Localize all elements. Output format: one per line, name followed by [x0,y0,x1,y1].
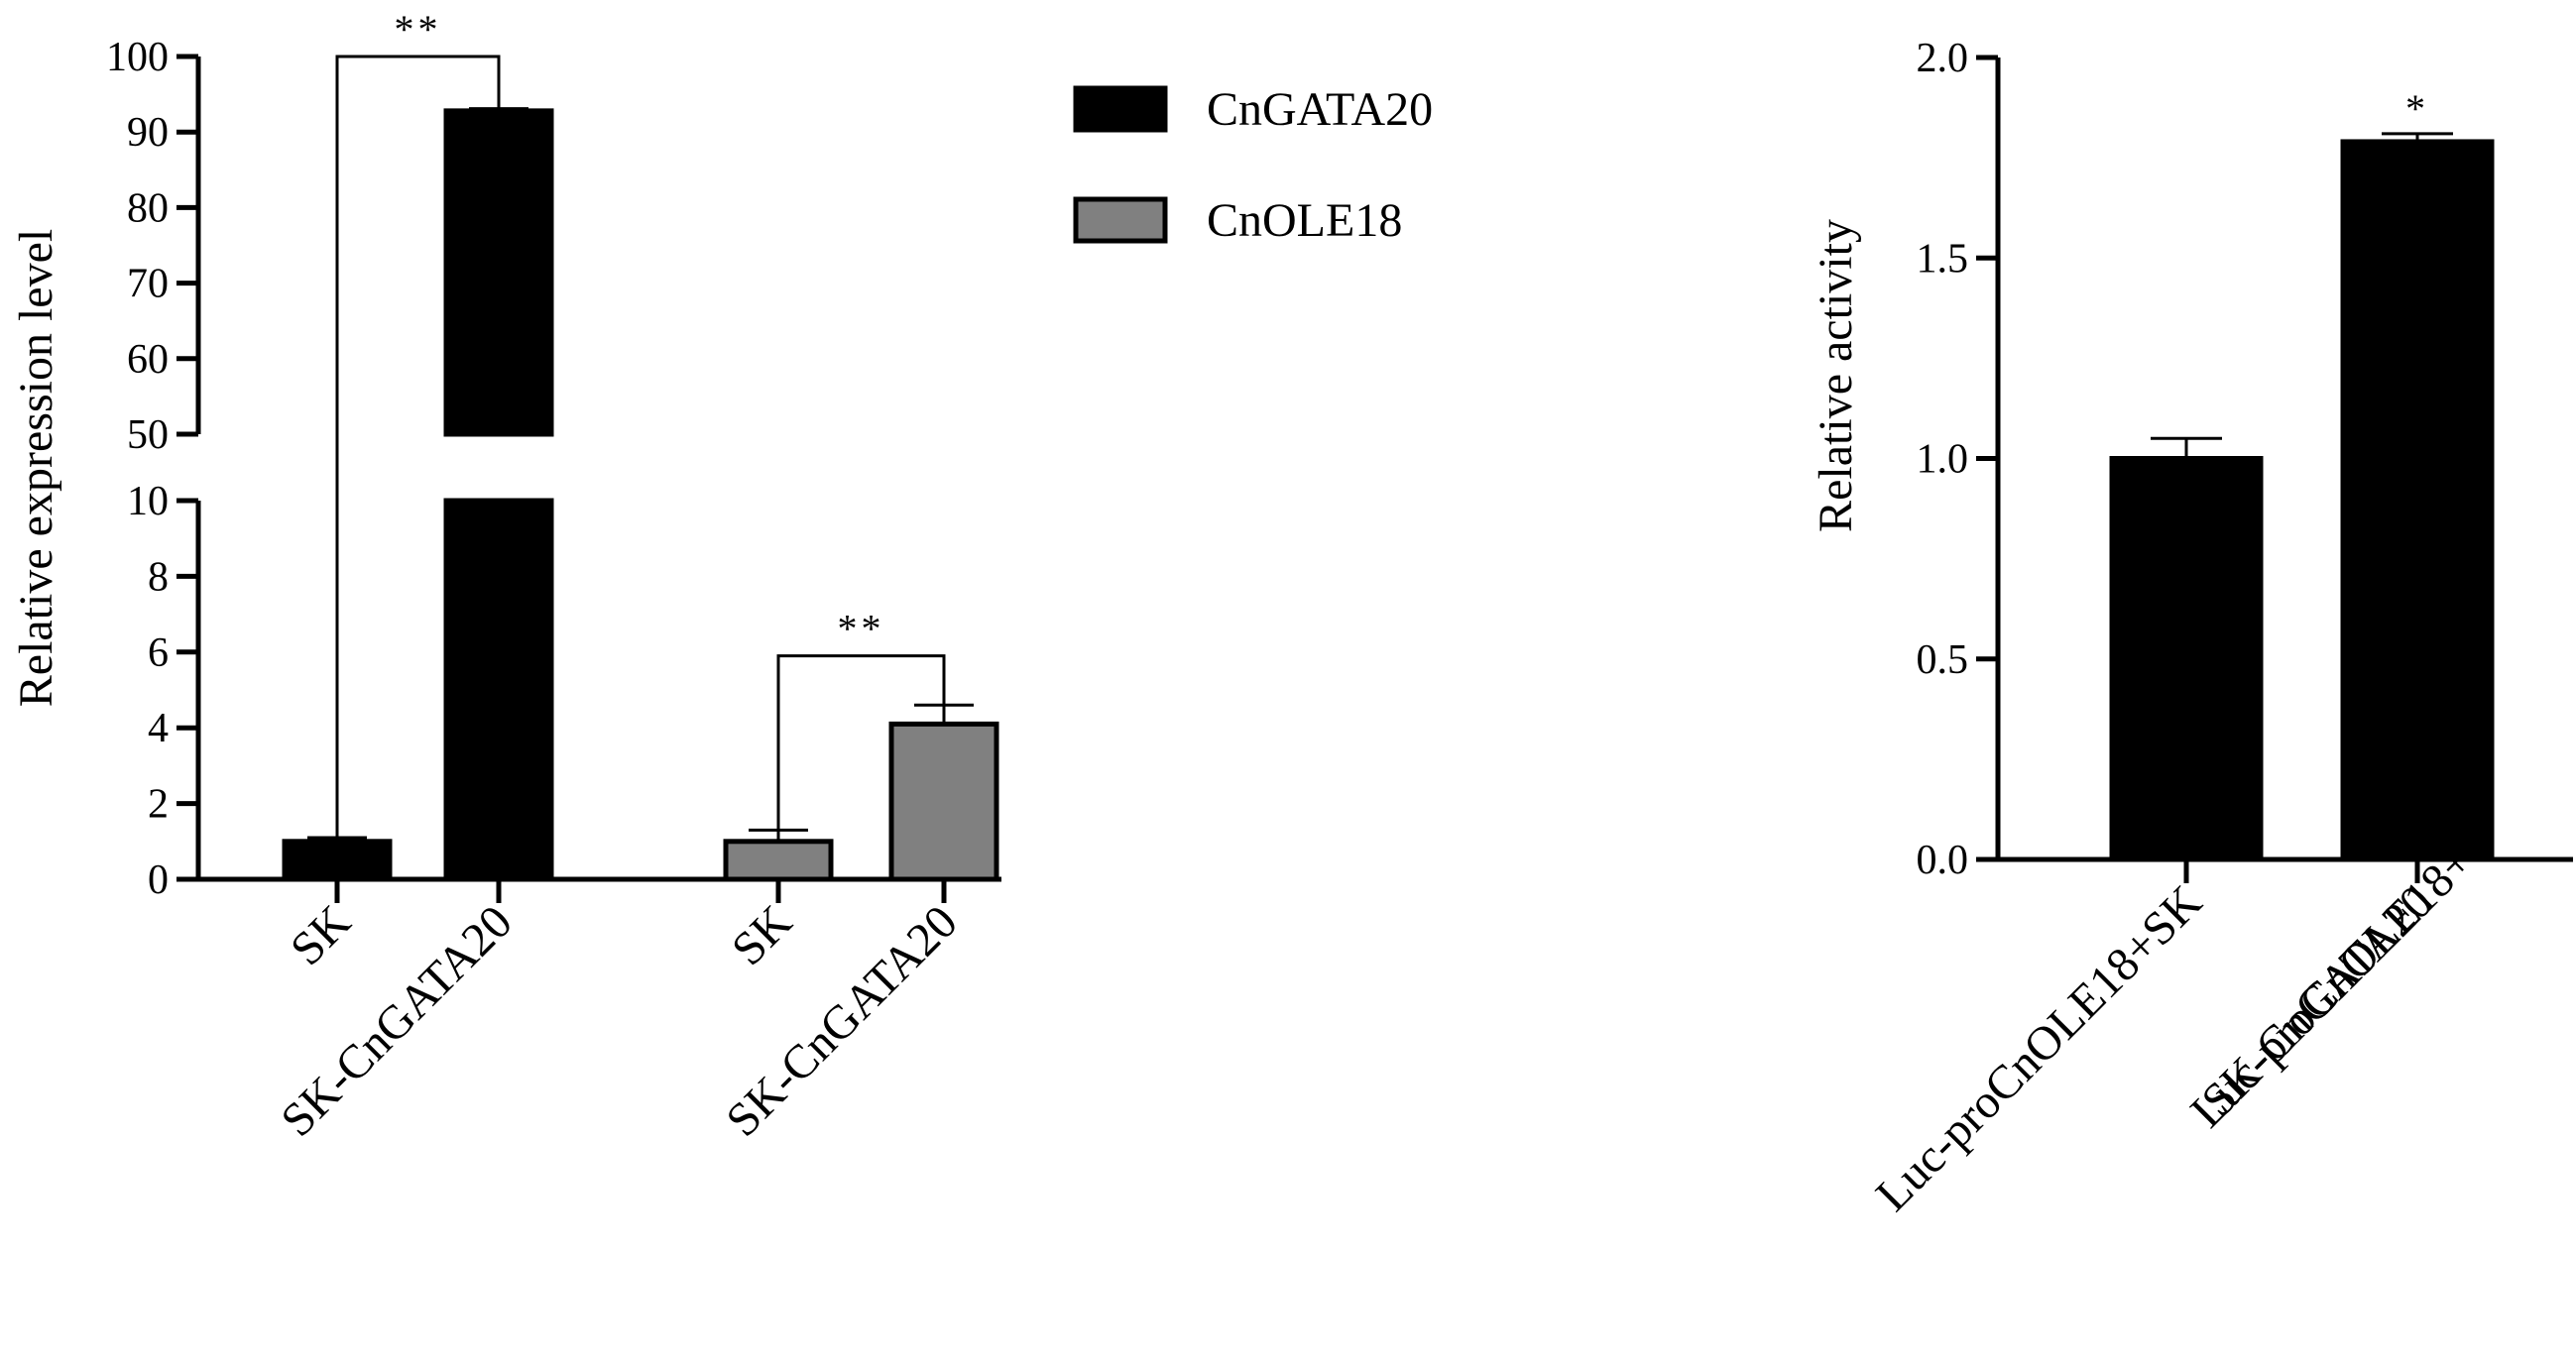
significance-bracket [335,55,501,838]
y-tick-label: 6 [148,630,169,676]
y-tick-label: 70 [127,262,169,307]
x-tick-label: SK [722,895,802,975]
bar [282,839,393,882]
bar [2109,456,2264,862]
significance-label: * [2405,86,2429,131]
y-tick-label: 2 [148,782,169,828]
y-tick-label: 100 [106,35,169,80]
activity-chart: 0.0 0.5 1.0 1.5 2.0 Relative activity Luc-proC… [1810,36,2573,1221]
y-tick-label: 90 [127,110,169,156]
y-tick-label: 8 [148,554,169,600]
y-tick-label: 0.0 [1917,838,1969,883]
bar-upper-part [443,108,554,437]
y-tick-label: 0.5 [1917,637,1969,683]
legend-swatch-1 [1073,196,1168,244]
significance-label: ** [838,607,885,651]
bar [723,839,834,882]
y-tick-label: 10 [127,479,169,524]
legend-entry-0: CnGATA20 [1207,83,1433,136]
legend-swatch-0 [1073,85,1168,133]
y-tick-label: 1.0 [1917,437,1969,483]
legend: CnGATA20 CnOLE18 [1073,83,1433,247]
y-axis-title: Relative expression level [10,229,62,708]
legend-entry-1: CnOLE18 [1207,194,1402,247]
y-tick-label: 80 [127,185,169,231]
y-tick-label: 1.5 [1917,236,1969,282]
bar-lower-part [443,498,554,882]
x-tick-label: Luc-proCnOLE18+SK [1866,875,2212,1221]
bar [888,721,999,882]
significance-bracket [776,654,946,831]
x-tick-label: SK-CnGATA20 [2191,875,2443,1127]
expression-chart: 0 2 4 6 8 10 50 60 70 80 90 100 Relative expression … [10,7,1001,1147]
significance-label: ** [395,7,442,52]
bar [2340,139,2495,862]
y-tick-label: 60 [127,337,169,383]
y-axis-title: Relative activity [1810,219,1862,532]
y-tick-label: 2.0 [1917,36,1969,81]
y-tick-label: 50 [127,412,169,458]
y-tick-label: 4 [148,706,169,751]
y-tick-label: 0 [148,857,169,903]
x-tick-label: SK [281,895,361,975]
